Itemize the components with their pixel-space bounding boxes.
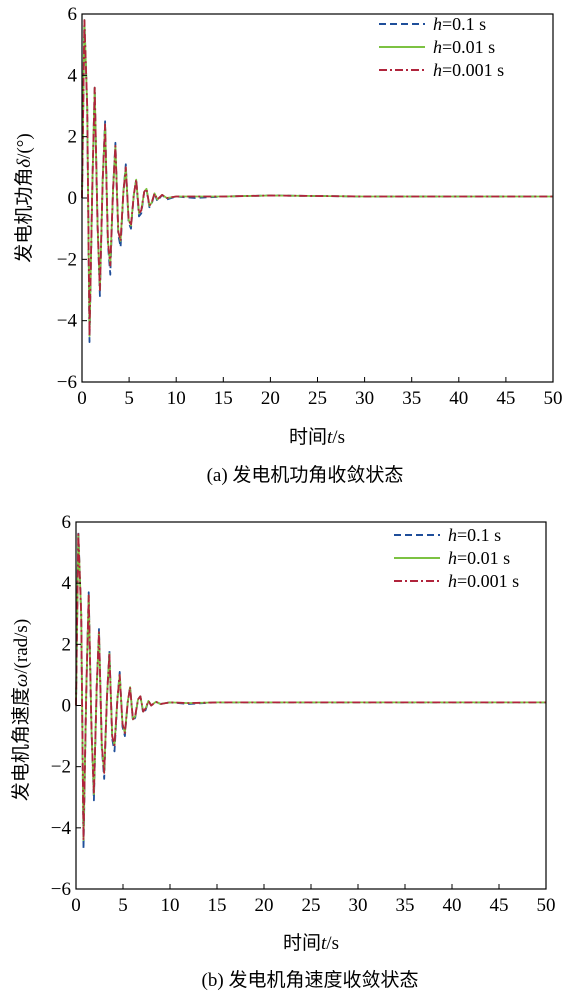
x-tick-label: 25 bbox=[308, 388, 327, 409]
y-tick-label: −4 bbox=[51, 818, 72, 839]
legend-label-2: h=0.01 s bbox=[433, 37, 495, 57]
series-line-3 bbox=[75, 533, 546, 841]
y-tick-label: 2 bbox=[68, 127, 78, 148]
x-tick-label: 15 bbox=[214, 388, 233, 409]
x-tick-label: 30 bbox=[349, 895, 368, 916]
x-tick-label: 0 bbox=[71, 895, 81, 916]
x-tick-label: 40 bbox=[443, 895, 462, 916]
legend-label-2: h=0.01 s bbox=[448, 548, 510, 568]
caption-b: (b) 发电机角速度收敛状态 bbox=[202, 969, 419, 991]
x-tick-label: 15 bbox=[208, 895, 227, 916]
x-tick-label: 25 bbox=[302, 895, 321, 916]
y-tick-label: 0 bbox=[68, 188, 78, 209]
x-tick-label: 5 bbox=[124, 388, 134, 409]
x-tick-label: 40 bbox=[449, 388, 468, 409]
y-tick-label: −2 bbox=[51, 757, 71, 778]
series-layer-a bbox=[81, 19, 553, 344]
y-tick-label: −4 bbox=[57, 311, 78, 332]
y-axis-label-b: 发电机角速度ω/(rad/s) bbox=[10, 619, 32, 801]
legend-b: h=0.1 s h=0.01 s h=0.001 s bbox=[394, 525, 519, 591]
x-axis-label-b: 时间t/s bbox=[283, 932, 339, 954]
y-tick-label: 6 bbox=[68, 4, 78, 25]
y-axis-label-a: 发电机功角δ/(°) bbox=[13, 133, 35, 262]
y-tick-label: 6 bbox=[62, 512, 72, 533]
x-tick-label: 5 bbox=[118, 895, 128, 916]
x-tick-label: 10 bbox=[167, 388, 186, 409]
x-tick-label: 0 bbox=[77, 388, 87, 409]
series-line-3 bbox=[81, 19, 553, 337]
series-layer-b bbox=[75, 530, 546, 851]
ticks-layer-a: 0 5 10 15 20 25 30 35 40 45 50 −6 −4 −2 0 2 4 6 bbox=[57, 4, 563, 409]
y-tick-label: 2 bbox=[62, 634, 72, 655]
x-tick-label: 10 bbox=[161, 895, 180, 916]
x-tick-label: 35 bbox=[402, 388, 421, 409]
x-tick-label: 45 bbox=[490, 895, 509, 916]
caption-a: (a) 发电机功角收敛状态 bbox=[207, 464, 404, 486]
y-tick-label: −6 bbox=[57, 372, 77, 393]
ticks-layer-b: 0 5 10 15 20 25 30 35 40 45 50 −6 −4 −2 0 2 4 6 bbox=[51, 512, 556, 916]
y-tick-label: 0 bbox=[62, 696, 72, 717]
x-tick-label: 50 bbox=[537, 895, 556, 916]
legend-label-1: h=0.1 s bbox=[448, 525, 501, 545]
x-tick-label: 45 bbox=[496, 388, 515, 409]
x-tick-label: 50 bbox=[544, 388, 563, 409]
y-tick-label: −2 bbox=[57, 249, 77, 270]
x-tick-label: 20 bbox=[261, 388, 280, 409]
legend-a: h=0.1 s h=0.01 s h=0.001 s bbox=[379, 14, 504, 80]
y-tick-label: −6 bbox=[51, 879, 71, 900]
x-tick-label: 30 bbox=[355, 388, 374, 409]
x-tick-label: 35 bbox=[396, 895, 415, 916]
y-tick-label: 4 bbox=[62, 573, 72, 594]
legend-label-3: h=0.001 s bbox=[448, 571, 519, 591]
x-axis-label-a: 时间t/s bbox=[289, 426, 345, 448]
x-tick-label: 20 bbox=[255, 895, 274, 916]
legend-label-3: h=0.001 s bbox=[433, 60, 504, 80]
legend-label-1: h=0.1 s bbox=[433, 14, 486, 34]
y-tick-label: 4 bbox=[68, 65, 78, 86]
